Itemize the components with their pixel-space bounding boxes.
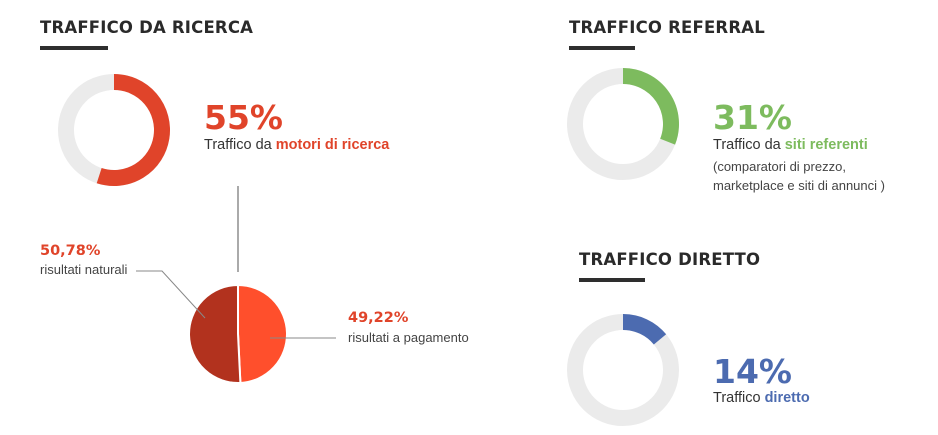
connector-line-natural	[136, 270, 206, 319]
referral-section-title: TRAFFICO REFERRAL	[569, 18, 765, 37]
paid-results-slice	[237, 283, 288, 384]
search-description-prefix: Traffico da	[204, 137, 276, 153]
referral-description-highlight: siti referenti	[784, 137, 868, 153]
direct-title-underline	[579, 278, 645, 282]
direct-percent: 14%	[713, 352, 792, 391]
direct-section-title: TRAFFICO DIRETTO	[579, 250, 761, 269]
direct-donut-chart	[567, 314, 679, 426]
referral-description-prefix: Traffico da	[713, 137, 785, 153]
search-section-title: TRAFFICO DA RICERCA	[40, 18, 254, 37]
paid-results-label: risultati a pagamento	[348, 330, 469, 345]
search-description: Traffico da motori di ricerca	[204, 137, 389, 153]
paid-results-percent: 49,22%	[348, 310, 409, 326]
referral-note-line2: marketplace e siti di annunci )	[713, 178, 885, 193]
search-breakdown-pie-chart	[188, 283, 288, 384]
search-percent: 55%	[204, 98, 283, 137]
search-donut-chart	[58, 74, 170, 186]
referral-description: Traffico da siti referenti	[713, 137, 868, 153]
referral-donut-chart	[567, 68, 679, 180]
natural-results-slice	[188, 283, 242, 384]
direct-donut-arc	[622, 314, 667, 345]
referral-percent: 31%	[713, 98, 792, 137]
natural-results-percent: 50,78%	[40, 243, 101, 259]
referral-donut-arc	[622, 68, 679, 145]
direct-description: Traffico diretto	[713, 390, 810, 406]
search-description-highlight: motori di ricerca	[275, 137, 390, 153]
referral-note-line1: (comparatori di prezzo,	[713, 159, 846, 174]
search-donut-arc	[96, 74, 170, 186]
natural-results-label: risultati naturali	[40, 262, 128, 277]
search-title-underline	[40, 46, 108, 50]
direct-description-highlight: diretto	[764, 390, 810, 406]
referral-title-underline	[569, 46, 635, 50]
direct-description-prefix: Traffico	[713, 390, 765, 406]
